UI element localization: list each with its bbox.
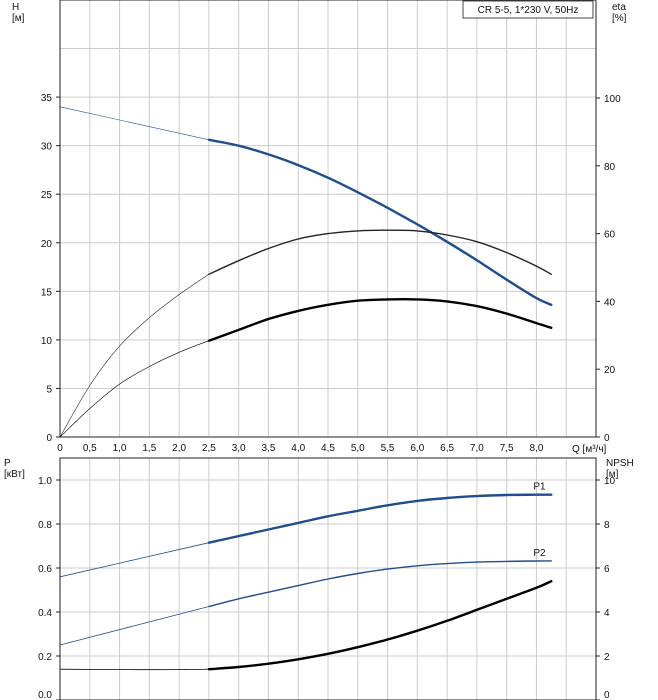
x-tick-label: 6,5 bbox=[440, 443, 454, 454]
y-right-tick-label-bottom: 0 bbox=[604, 690, 610, 700]
y-left-tick-label-top: 30 bbox=[41, 142, 53, 153]
x-tick-label: 3,0 bbox=[232, 443, 246, 454]
y-left-tick-label-top: 15 bbox=[41, 287, 53, 298]
chart-title: CR 5-5, 1*230 V, 50Hz bbox=[478, 5, 579, 16]
series-label-p2: P2 bbox=[533, 548, 546, 559]
y-right-tick-label-bottom: 10 bbox=[604, 476, 616, 487]
tick-layer: 0 0,5 1,0 1,5 2,0 2,5 3,0 3,5 4,0 4,5 5,0 5,5 6,0 6,5… bbox=[38, 93, 621, 700]
y-left-tick-label-bottom: 0.8 bbox=[38, 520, 52, 531]
series-p2-extrapolated bbox=[59, 606, 210, 646]
y-left-tick-label-top: 0 bbox=[46, 433, 52, 444]
y-right-tick-label-top: 40 bbox=[604, 297, 616, 308]
x-tick-label: 0 bbox=[57, 443, 63, 454]
x-tick-label: 4,0 bbox=[291, 443, 305, 454]
y-left-tick-label-bottom: 0.0 bbox=[38, 690, 52, 700]
y-right-tick-label-bottom: 2 bbox=[604, 652, 610, 663]
x-tick-label: 7,5 bbox=[500, 443, 514, 454]
grid-bottom bbox=[60, 458, 596, 700]
y-left-label-bottom: P [кВт] bbox=[4, 458, 25, 480]
y-left-tick-label-top: 25 bbox=[41, 190, 53, 201]
x-tick-label: 8,0 bbox=[529, 443, 543, 454]
x-tick-label: 4,5 bbox=[321, 443, 335, 454]
y-left-tick-label-bottom: 1.0 bbox=[38, 476, 52, 487]
x-tick-label: 6,0 bbox=[410, 443, 424, 454]
series-layer: P1 P2 bbox=[59, 106, 553, 671]
series-h-extrapolated bbox=[59, 106, 210, 141]
y-left-tick-label-bottom: 0.6 bbox=[38, 564, 52, 575]
x-axis-label: Q [м³/ч] bbox=[572, 444, 607, 455]
x-tick-label: 1,0 bbox=[113, 443, 127, 454]
y-left-tick-label-top: 20 bbox=[41, 239, 53, 250]
series-h-line bbox=[207, 138, 553, 307]
y-right-tick-label-top: 20 bbox=[604, 365, 616, 376]
series-eta_upper-extrapolated bbox=[59, 274, 210, 438]
x-tick-label: 5,5 bbox=[381, 443, 395, 454]
y-right-tick-label-top: 80 bbox=[604, 162, 616, 173]
y-left-tick-label-bottom: 0.2 bbox=[38, 652, 52, 663]
title-box bbox=[462, 0, 594, 19]
series-eta_lower-extrapolated bbox=[59, 340, 210, 438]
y-left-tick-label-top: 5 bbox=[46, 384, 52, 395]
bottom-plot-frame bbox=[59, 457, 597, 700]
series-eta_lower-line bbox=[207, 297, 553, 342]
series-p2-line bbox=[208, 560, 552, 608]
x-tick-label: 1,5 bbox=[142, 443, 156, 454]
series-p1-extrapolated bbox=[59, 542, 210, 578]
top-plot-frame bbox=[59, 0, 597, 438]
y-right-label-top: eta [%] bbox=[612, 2, 627, 24]
y-right-tick-label-top: 0 bbox=[604, 433, 610, 444]
grid-top bbox=[60, 0, 596, 437]
y-right-tick-label-bottom: 6 bbox=[604, 564, 610, 575]
y-left-tick-label-bottom: 0.4 bbox=[38, 608, 52, 619]
y-left-tick-label-top: 10 bbox=[41, 336, 53, 347]
x-tick-label: 3,5 bbox=[261, 443, 275, 454]
series-label-p1: P1 bbox=[533, 482, 546, 493]
x-tick-label: 5,0 bbox=[351, 443, 365, 454]
x-tick-label: 2,0 bbox=[172, 443, 186, 454]
x-tick-label: 0,5 bbox=[83, 443, 97, 454]
y-left-tick-label-top: 35 bbox=[41, 93, 53, 104]
x-tick-label: 7,0 bbox=[470, 443, 484, 454]
y-right-tick-label-bottom: 4 bbox=[604, 608, 610, 619]
y-right-tick-label-top: 60 bbox=[604, 230, 616, 241]
y-right-tick-label-bottom: 8 bbox=[604, 520, 610, 531]
series-npsh-line bbox=[207, 580, 553, 671]
y-right-label-bottom: NPSH [м] bbox=[606, 458, 634, 480]
x-tick-label: 2,5 bbox=[202, 443, 216, 454]
series-p1-line bbox=[207, 493, 553, 544]
y-right-tick-label-top: 100 bbox=[604, 94, 621, 105]
y-left-label-top: H [м] bbox=[12, 2, 25, 24]
series-eta_upper-line bbox=[208, 229, 552, 275]
